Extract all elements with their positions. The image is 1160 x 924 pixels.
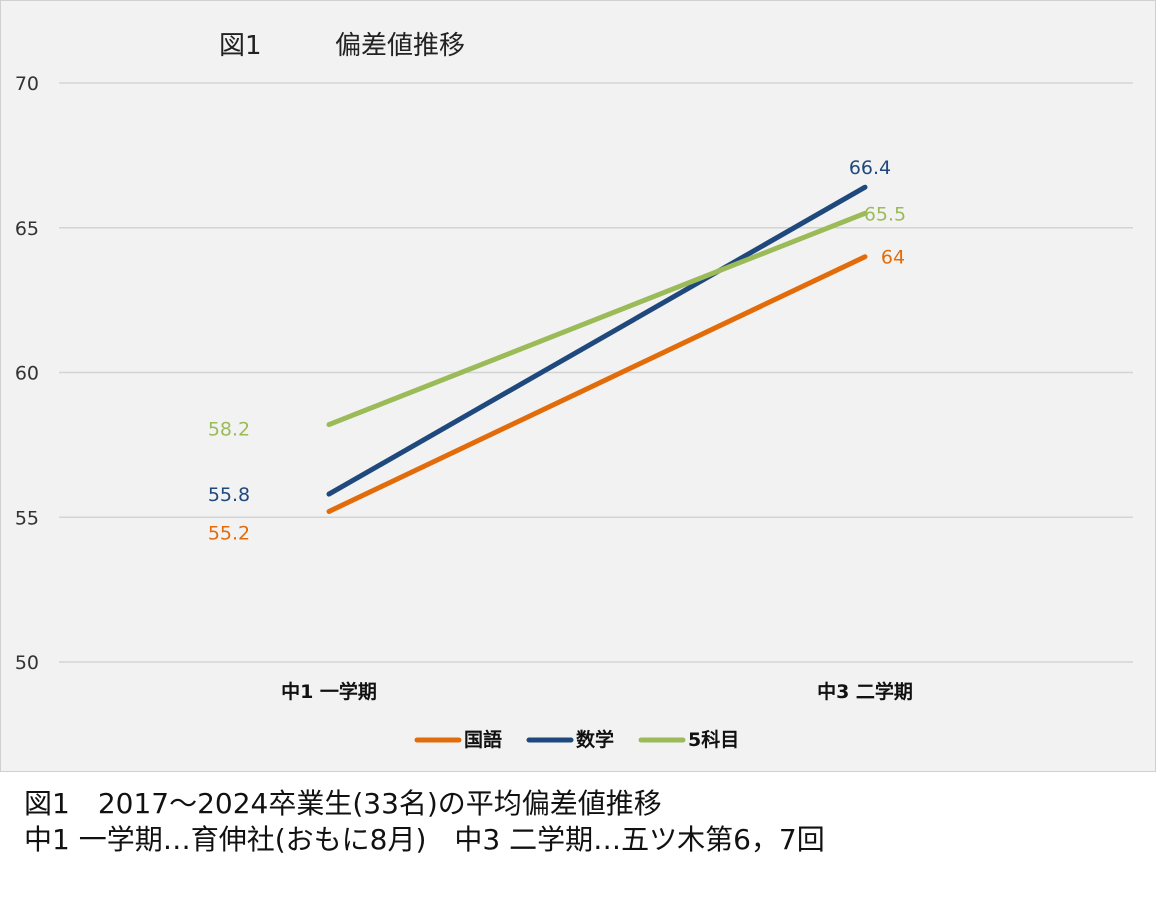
y-tick-label: 70	[15, 73, 39, 95]
legend-label: 5科目	[688, 728, 739, 751]
line-chart: 50 55 60 65 70 中1 一学期 中3 二学期 55.2 64 55.8 66.4 58…	[15, 31, 1133, 751]
gridlines	[59, 82, 1133, 663]
legend: 国語 数学 5科目	[414, 728, 739, 751]
y-tick-label: 60	[15, 363, 39, 385]
data-label: 58.2	[208, 419, 250, 441]
chart-area: 50 55 60 65 70 中1 一学期 中3 二学期 55.2 64 55.8 66.4 58…	[0, 0, 1156, 772]
data-labels: 55.2 64 55.8 66.4 58.2 65.5	[208, 157, 906, 544]
y-tick-label: 65	[15, 218, 39, 240]
y-tick-label: 50	[15, 652, 39, 674]
caption-line-1: 図1 2017〜2024卒業生(33名)の平均偏差値推移	[24, 787, 662, 820]
series-line-2	[326, 210, 868, 428]
x-tick-label: 中3 二学期	[817, 680, 913, 703]
data-label: 65.5	[864, 203, 906, 225]
caption-line-2: 中1 一学期…育伸社(おもに8月) 中3 二学期…五ツ木第6，7回	[24, 823, 825, 856]
x-axis-ticks: 中1 一学期 中3 二学期	[281, 680, 913, 703]
y-tick-label: 55	[15, 507, 39, 529]
figure-caption: 図1 2017〜2024卒業生(33名)の平均偏差値推移 中1 一学期…育伸社(…	[24, 786, 1144, 858]
legend-label: 数学	[576, 728, 614, 751]
chart-title: 偏差値推移	[335, 31, 465, 61]
y-axis-ticks: 50 55 60 65 70	[15, 73, 39, 674]
data-label: 55.2	[208, 522, 250, 544]
series-line-0	[326, 254, 868, 514]
series-lines	[326, 184, 868, 514]
data-label: 64	[881, 247, 905, 269]
data-label: 66.4	[849, 157, 891, 179]
x-tick-label: 中1 一学期	[281, 680, 377, 703]
series-line-1	[326, 184, 868, 497]
data-label: 55.8	[208, 484, 250, 506]
chart-title-prefix: 図1	[219, 31, 262, 61]
legend-label: 国語	[464, 728, 502, 751]
